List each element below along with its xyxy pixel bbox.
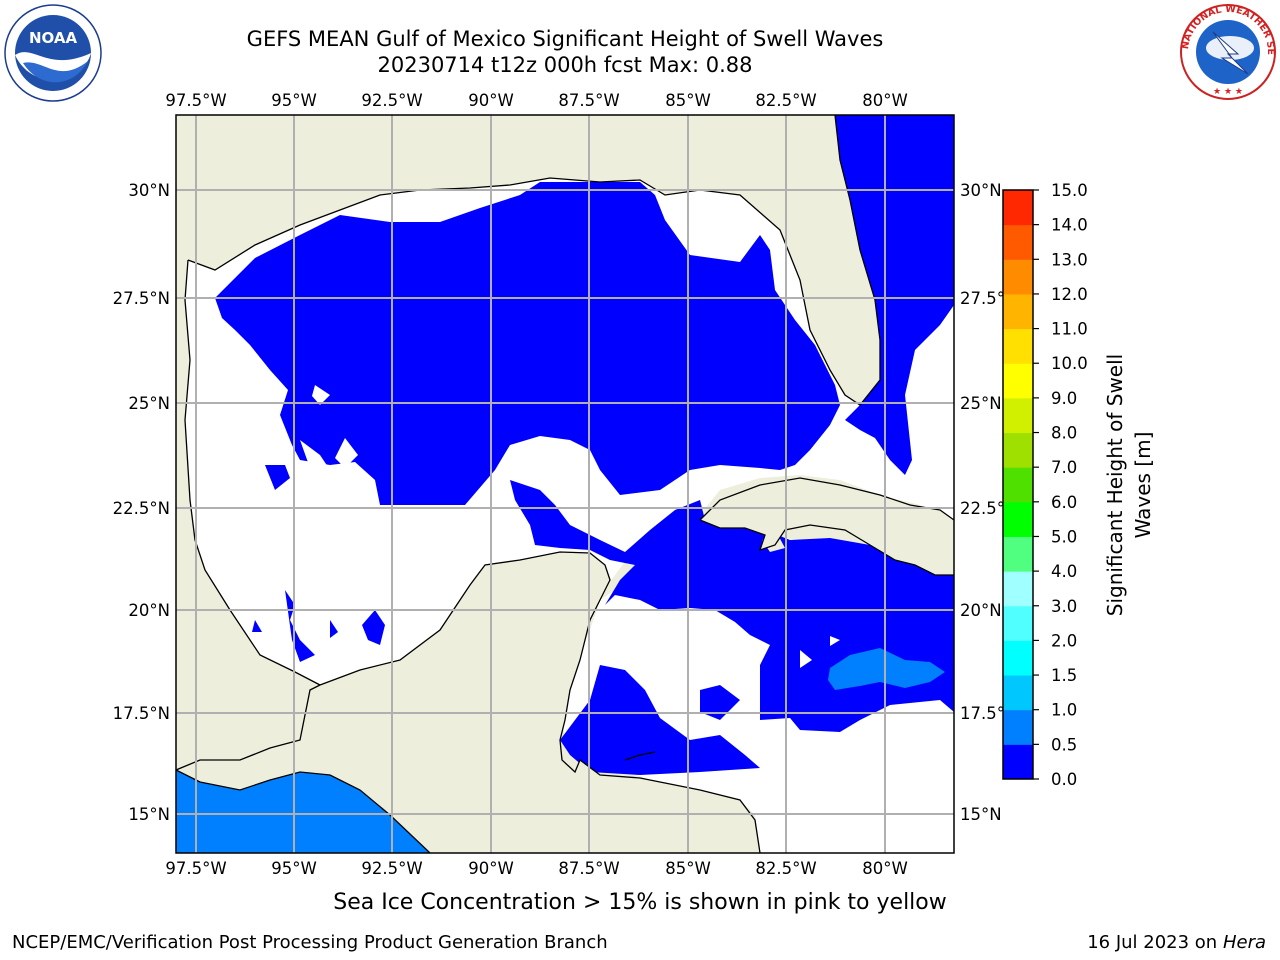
footer-date: 16 Jul 2023 on Hera bbox=[1087, 932, 1266, 953]
colorbar-segment bbox=[1003, 328, 1033, 364]
lon-label: 82.5°W bbox=[755, 859, 816, 878]
colorbar-tick-label: 0.0 bbox=[1051, 770, 1077, 789]
lat-label: 22.5°N bbox=[113, 499, 170, 518]
colorbar-tick-label: 4.0 bbox=[1051, 562, 1077, 581]
colorbar-segment bbox=[1003, 224, 1033, 260]
chart-subtitle: 20230714 t12z 000h fcst Max: 0.88 bbox=[377, 53, 753, 77]
colorbar-label-line1: Significant Height of Swell bbox=[1103, 354, 1127, 616]
colorbar-tick-label: 13.0 bbox=[1051, 250, 1088, 269]
colorbar-segment bbox=[1003, 467, 1033, 503]
lon-label: 85°W bbox=[665, 859, 711, 878]
colorbar-tick-label: 9.0 bbox=[1051, 389, 1077, 408]
colorbar-segment bbox=[1003, 536, 1033, 572]
colorbar-tick-label: 6.0 bbox=[1051, 493, 1077, 512]
lon-label: 90°W bbox=[468, 859, 514, 878]
land-overlays bbox=[176, 115, 954, 853]
colorbar-tick-label: 7.0 bbox=[1051, 458, 1077, 477]
colorbar-frame bbox=[1002, 189, 1034, 780]
lon-label: 87.5°W bbox=[558, 91, 619, 110]
colorbar-segment bbox=[1003, 397, 1033, 434]
colorbar-tick-label: 10.0 bbox=[1051, 354, 1088, 373]
lon-label: 92.5°W bbox=[361, 91, 422, 110]
colorbar-tick-label: 11.0 bbox=[1051, 320, 1088, 339]
lon-label: 92.5°W bbox=[361, 859, 422, 878]
lat-label: 15°N bbox=[128, 805, 170, 824]
colorbar-segment bbox=[1003, 432, 1033, 468]
colorbar-segment bbox=[1003, 744, 1033, 780]
colorbar-segment bbox=[1003, 640, 1033, 676]
lat-label: 15°N bbox=[960, 805, 1002, 824]
colorbar-segment bbox=[1003, 363, 1033, 399]
map-frame bbox=[175, 114, 955, 854]
colorbar-segment bbox=[1003, 259, 1033, 295]
colorbar-segment bbox=[1003, 190, 1033, 226]
colorbar-tick-label: 1.0 bbox=[1051, 701, 1077, 720]
footer-host: Hera bbox=[1222, 932, 1266, 953]
colorbar-segment bbox=[1003, 501, 1033, 537]
axis-labels: 97.5°W 97.5°W 95°W 95°W 92.5°W 92.5°W 90°W 90°W… bbox=[113, 91, 1018, 878]
footer-date-text: 16 Jul 2023 on bbox=[1087, 932, 1223, 953]
lon-label: 85°W bbox=[665, 91, 711, 110]
colorbar-tick-label: 5.0 bbox=[1051, 527, 1077, 546]
footer-credit: NCEP/EMC/Verification Post Processing Pr… bbox=[12, 932, 608, 953]
lat-label: 20°N bbox=[960, 601, 1002, 620]
coastlines bbox=[176, 115, 954, 853]
lon-label: 82.5°W bbox=[755, 91, 816, 110]
colorbar: 0.0 0.5 1.0 1.5 2.0 3.0 4.0 5.0 6.0 7.0 8.0 9.0 10.0… bbox=[1002, 181, 1088, 789]
colorbar-tick-label: 14.0 bbox=[1051, 216, 1088, 235]
lat-label: 25°N bbox=[128, 394, 170, 413]
lon-label: 87.5°W bbox=[558, 859, 619, 878]
colorbar-segment bbox=[1003, 293, 1033, 330]
nws-logo: NATIONAL WEATHER SERVICE ★ ★ ★ bbox=[1178, 2, 1276, 100]
colorbar-tick-label: 8.0 bbox=[1051, 424, 1077, 443]
lon-label: 95°W bbox=[271, 91, 317, 110]
colorbar-segment bbox=[1003, 571, 1033, 607]
lat-label: 27.5°N bbox=[113, 289, 170, 308]
noaa-logo-text: NOAA bbox=[29, 29, 78, 47]
chart-title: GEFS MEAN Gulf of Mexico Significant Hei… bbox=[246, 27, 884, 51]
lon-label: 90°W bbox=[468, 91, 514, 110]
graticule bbox=[176, 115, 954, 853]
lat-label: 17.5°N bbox=[113, 704, 170, 723]
colorbar-tick-label: 3.0 bbox=[1051, 597, 1077, 616]
colorbar-segment bbox=[1003, 709, 1033, 745]
pacific-swell-region bbox=[176, 770, 430, 853]
sea-ice-note: Sea Ice Concentration > 15% is shown in … bbox=[333, 890, 947, 915]
colorbar-segment bbox=[1003, 675, 1033, 711]
colorbar-tick-label: 2.0 bbox=[1051, 631, 1077, 650]
colorbar-tick-label: 12.0 bbox=[1051, 285, 1088, 304]
colorbar-tick-label: 15.0 bbox=[1051, 181, 1088, 200]
lat-label: 25°N bbox=[960, 394, 1002, 413]
lon-label: 80°W bbox=[862, 91, 908, 110]
lon-label: 95°W bbox=[271, 859, 317, 878]
no-data-patches bbox=[300, 385, 890, 668]
lon-label: 97.5°W bbox=[165, 859, 226, 878]
colorbar-label-line2: Waves [m] bbox=[1131, 432, 1155, 539]
lat-label: 20°N bbox=[128, 601, 170, 620]
lat-label: 30°N bbox=[960, 181, 1002, 200]
noaa-logo: NOAA bbox=[4, 4, 102, 102]
colorbar-tick-label: 0.5 bbox=[1051, 735, 1077, 754]
swell-0.5-1.0-region bbox=[828, 648, 945, 690]
colorbar-segment bbox=[1003, 605, 1033, 641]
lon-label: 97.5°W bbox=[165, 91, 226, 110]
lon-label: 80°W bbox=[862, 859, 908, 878]
colorbar-tick-label: 1.5 bbox=[1051, 666, 1077, 685]
svg-text:★ ★ ★: ★ ★ ★ bbox=[1213, 87, 1243, 97]
lat-label: 30°N bbox=[128, 181, 170, 200]
